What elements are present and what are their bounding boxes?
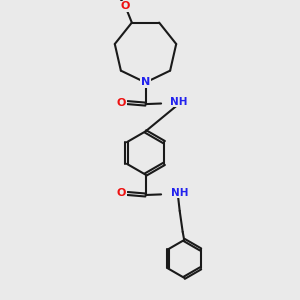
- Text: O: O: [117, 98, 126, 108]
- Text: NH: NH: [171, 188, 188, 198]
- Text: N: N: [141, 77, 150, 88]
- Text: O: O: [117, 188, 126, 199]
- Text: O: O: [121, 1, 130, 11]
- Text: NH: NH: [170, 97, 188, 107]
